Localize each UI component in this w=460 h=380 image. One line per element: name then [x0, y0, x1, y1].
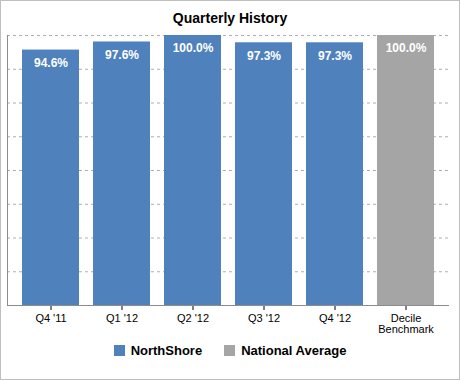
html-text:Quarterly History: Quarterly History [172, 10, 288, 26]
html-text:NorthShore: NorthShore [130, 343, 203, 358]
svg-text:97.6%: 97.6% [105, 48, 139, 62]
svg-text:Q2 '12: Q2 '12 [177, 312, 209, 324]
svg-text:94.6%: 94.6% [34, 56, 68, 70]
svg-text:100.0%: 100.0% [386, 41, 427, 55]
svg-text:Q4 '11: Q4 '11 [35, 312, 66, 324]
svg-text:97.3%: 97.3% [318, 49, 352, 63]
svg-text:Q3 '12: Q3 '12 [248, 312, 280, 324]
svg-text:97.3%: 97.3% [247, 49, 281, 63]
svg-text:Q1 '12: Q1 '12 [106, 312, 138, 324]
svg-text:DecileBenchmark: DecileBenchmark [378, 312, 434, 335]
svg-text:100.0%: 100.0% [173, 41, 214, 55]
svg-text:Q4 '12: Q4 '12 [319, 312, 351, 324]
html-text:National Average: National Average [241, 343, 347, 358]
